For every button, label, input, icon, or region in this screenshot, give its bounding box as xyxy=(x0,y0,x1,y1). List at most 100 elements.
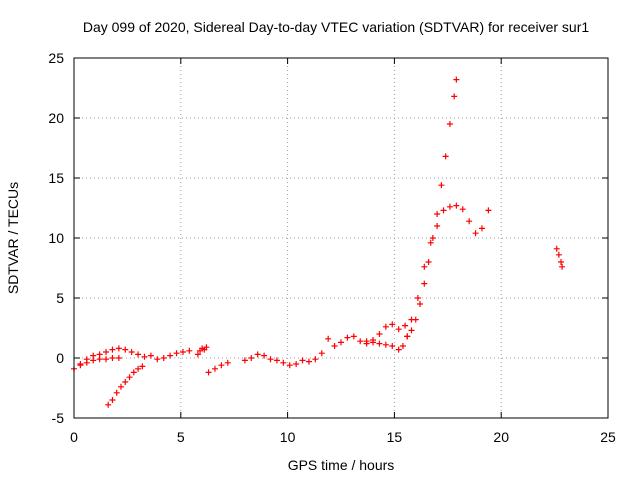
data-point xyxy=(389,343,396,349)
data-point xyxy=(254,351,261,358)
data-point xyxy=(117,383,124,390)
data-point xyxy=(558,259,565,265)
data-point xyxy=(399,343,406,349)
data-point xyxy=(427,239,434,246)
data-point xyxy=(395,346,402,353)
x-tick-label: 20 xyxy=(493,429,509,445)
data-point xyxy=(344,334,351,341)
data-point xyxy=(147,352,154,359)
data-point xyxy=(90,357,97,364)
data-point xyxy=(376,340,383,347)
data-point xyxy=(113,389,120,396)
data-point xyxy=(446,203,453,210)
data-point xyxy=(103,356,110,363)
data-point xyxy=(194,351,201,358)
data-point xyxy=(241,357,248,364)
data-point xyxy=(103,349,110,355)
data-point xyxy=(305,358,312,365)
data-point xyxy=(559,263,566,270)
data-point xyxy=(425,259,432,265)
data-point xyxy=(382,341,389,348)
data-point xyxy=(440,207,447,214)
data-point xyxy=(442,153,449,160)
data-point xyxy=(357,338,364,345)
y-tick-label: 10 xyxy=(48,230,64,246)
data-point xyxy=(135,365,142,372)
data-point xyxy=(453,202,460,209)
data-point xyxy=(126,374,133,381)
y-tick-label: 15 xyxy=(48,170,64,186)
data-point xyxy=(459,206,466,213)
data-point xyxy=(382,323,389,330)
data-point xyxy=(280,359,287,366)
data-point xyxy=(109,397,116,403)
y-axis-label: SDTVAR / TECUs xyxy=(5,182,21,294)
data-point xyxy=(421,263,428,270)
x-tick-label: 15 xyxy=(387,429,403,445)
data-point xyxy=(293,361,300,367)
x-tick-label: 0 xyxy=(70,429,78,445)
data-point xyxy=(167,352,174,359)
data-point xyxy=(408,327,415,334)
data-point xyxy=(173,350,180,357)
data-point xyxy=(412,316,419,323)
data-point xyxy=(434,223,441,229)
y-tick-label: 5 xyxy=(56,290,64,306)
data-point xyxy=(331,343,338,349)
data-point xyxy=(203,344,210,351)
data-point xyxy=(376,331,383,337)
data-point xyxy=(338,339,344,346)
data-point xyxy=(414,295,421,301)
data-point xyxy=(286,362,293,369)
data-point xyxy=(363,338,370,345)
chart-title: Day 099 of 2020, Sidereal Day-to-day VTE… xyxy=(83,19,589,35)
data-point xyxy=(77,362,84,369)
data-point xyxy=(312,356,319,363)
data-point xyxy=(350,333,357,340)
data-point xyxy=(122,379,129,385)
data-point xyxy=(141,353,148,360)
data-point xyxy=(453,76,460,83)
data-point xyxy=(211,365,218,372)
data-point xyxy=(179,349,186,355)
data-point xyxy=(395,326,402,333)
data-point xyxy=(224,359,231,366)
data-point xyxy=(555,251,562,258)
data-points xyxy=(71,76,566,408)
data-point xyxy=(105,401,112,408)
data-point xyxy=(451,93,458,100)
y-tick-label: 20 xyxy=(48,110,64,126)
data-point xyxy=(417,301,424,307)
y-tick-label: 25 xyxy=(48,50,64,66)
data-point xyxy=(128,349,135,355)
data-point xyxy=(402,322,409,329)
data-point xyxy=(434,211,441,217)
x-axis-label: GPS time / hours xyxy=(288,457,395,473)
data-point xyxy=(485,207,492,214)
data-point xyxy=(218,362,225,369)
data-point xyxy=(261,352,268,359)
data-point xyxy=(553,245,560,252)
data-point xyxy=(370,339,377,346)
data-point xyxy=(273,357,280,364)
data-point xyxy=(248,355,255,361)
data-point xyxy=(109,355,116,361)
data-point xyxy=(267,356,274,363)
data-point xyxy=(389,321,396,328)
grid-lines xyxy=(74,58,608,418)
data-point xyxy=(404,333,411,340)
data-point xyxy=(421,280,428,287)
data-point xyxy=(109,346,116,353)
data-point xyxy=(115,355,122,361)
data-point xyxy=(135,351,142,358)
data-point xyxy=(96,356,103,363)
data-point xyxy=(83,359,90,366)
data-point xyxy=(205,369,212,376)
data-point xyxy=(318,350,325,357)
data-point xyxy=(466,218,473,225)
y-tick-label: -5 xyxy=(52,410,65,426)
y-tick-label: 0 xyxy=(56,350,64,366)
data-point xyxy=(429,235,436,241)
x-tick-label: 25 xyxy=(600,429,616,445)
data-point xyxy=(472,230,479,237)
